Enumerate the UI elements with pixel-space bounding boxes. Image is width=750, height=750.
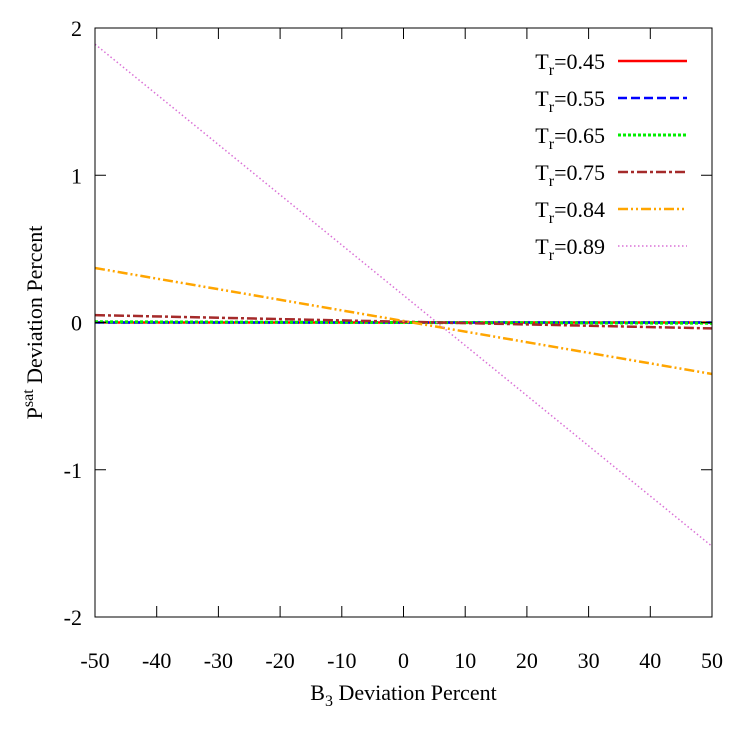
series-line	[94, 320, 713, 325]
x-tick-label: 0	[398, 648, 409, 673]
x-tick-label: 40	[639, 648, 661, 673]
x-tick-label: 50	[701, 648, 723, 673]
x-axis-label-subscript: 3	[325, 693, 333, 710]
y-axis-label-superscript: sat	[20, 389, 37, 407]
plot-frame	[94, 27, 713, 618]
x-tick-label: 30	[578, 648, 600, 673]
y-axis-label-main: P	[22, 407, 47, 419]
x-tick-label: 20	[516, 648, 538, 673]
y-tick-label: 0	[71, 311, 82, 336]
series-line	[94, 43, 713, 547]
y-tick-label: -1	[64, 458, 82, 483]
y-axis-label: Psat Deviation Percent	[20, 226, 47, 420]
legend-label: Tr=0.89	[535, 234, 605, 264]
plot-lines	[94, 43, 713, 547]
x-tick-label: -40	[142, 648, 171, 673]
x-axis-label-rest: Deviation Percent	[333, 680, 497, 705]
x-tick-label: -20	[265, 648, 294, 673]
x-tick-label: -10	[327, 648, 356, 673]
legend-label: Tr=0.65	[535, 123, 605, 153]
x-tick-label: -50	[80, 648, 109, 673]
legend-label: Tr=0.84	[535, 197, 605, 227]
x-tick-label: -30	[204, 648, 233, 673]
y-tick-label: 2	[71, 16, 82, 41]
x-axis-label: B3 Deviation Percent	[310, 680, 496, 710]
x-axis-label-main: B	[310, 680, 325, 705]
x-tick-label: 10	[454, 648, 476, 673]
legend-label: Tr=0.75	[535, 160, 605, 190]
y-axis-label-rest: Deviation Percent	[22, 226, 47, 390]
legend: Tr=0.45 Tr=0.55 Tr=0.65 Tr=0.75 Tr=0.84 Tr=0.…	[535, 49, 687, 264]
y-tick-label: 1	[71, 163, 82, 188]
y-tick-label: -2	[64, 605, 82, 630]
legend-label: Tr=0.55	[535, 86, 605, 116]
series-line	[94, 266, 713, 376]
legend-label: Tr=0.45	[535, 49, 605, 79]
